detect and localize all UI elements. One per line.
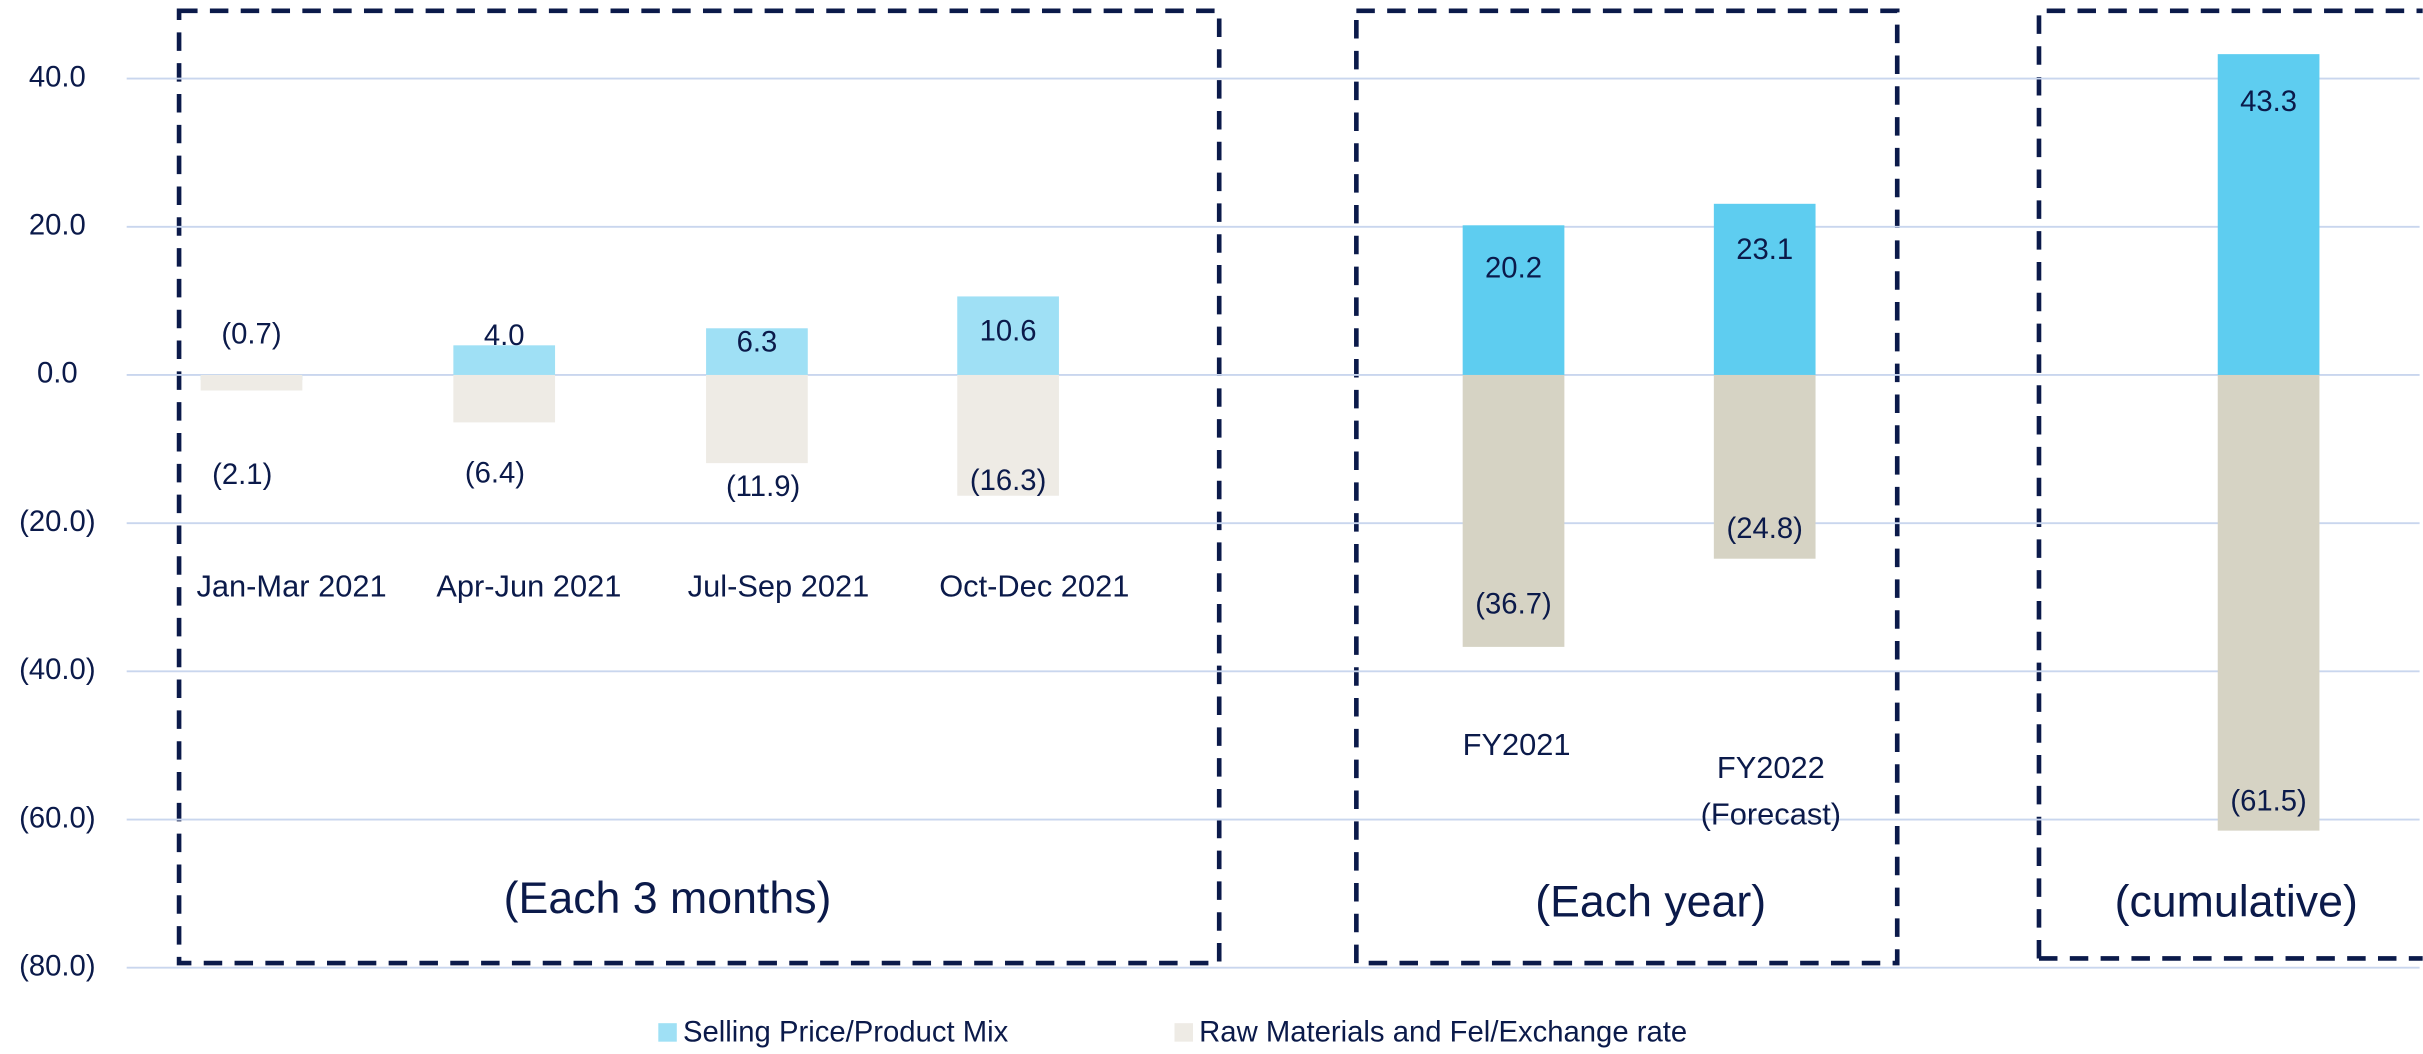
- x-tick-label: Jan-Mar 2021: [196, 570, 387, 605]
- group-annotation: (cumulative): [2115, 877, 2358, 926]
- x-tick-label: Oct-Dec 2021: [939, 570, 1130, 605]
- bar: [957, 374, 1059, 496]
- group-box: [176, 8, 1222, 966]
- y-tick-label: 0.0: [37, 358, 78, 390]
- data-label: (6.4): [465, 457, 525, 489]
- legend-label: Raw Materials and Fel/Exchange rate: [1199, 1017, 1687, 1049]
- y-tick-label: (40.0): [19, 654, 95, 686]
- data-label: (36.7): [1475, 588, 1551, 620]
- data-label: (16.3): [970, 465, 1046, 497]
- bar: [200, 374, 303, 391]
- bar: [706, 328, 808, 375]
- bar: [2217, 54, 2320, 375]
- x-tick-label-box: Jan-Mar 2021: [196, 570, 387, 605]
- data-label: 6.3: [737, 326, 778, 358]
- bar: [1713, 374, 1816, 559]
- data-label: (0.7): [221, 319, 281, 351]
- x-tick-label: Apr-Jun 2021: [436, 570, 622, 605]
- bar: [1462, 374, 1565, 647]
- x-tick-label: Jul-Sep 2021: [687, 570, 870, 605]
- bar: [1713, 203, 1816, 375]
- group-annotation: (Each year): [1535, 877, 1766, 926]
- group-annotation: (Each 3 months): [504, 874, 832, 923]
- data-label: 4.0: [484, 320, 525, 352]
- group-box: [2036, 8, 2423, 961]
- y-tick-label: (80.0): [19, 950, 95, 982]
- group-box: [1354, 8, 1900, 966]
- bar: [2217, 374, 2320, 831]
- x-tick-label-box: FY2021: [1462, 728, 1571, 763]
- y-tick-label: 40.0: [29, 61, 86, 93]
- legend-swatch: [658, 1023, 677, 1042]
- data-label: (11.9): [726, 471, 800, 503]
- x-tick-label-box: FY2022 (Forecast): [1700, 751, 1842, 833]
- bar: [453, 345, 556, 375]
- x-tick-label: FY2022 (Forecast): [1700, 751, 1842, 833]
- x-tick-label: FY2021: [1462, 728, 1571, 763]
- legend-label: Selling Price/Product Mix: [683, 1017, 1009, 1049]
- bar: [453, 374, 556, 423]
- y-tick-label: 20.0: [29, 210, 86, 242]
- bar: [1462, 225, 1565, 375]
- data-label: 43.3: [2240, 86, 2297, 118]
- legend-swatch: [1174, 1023, 1194, 1042]
- data-label: (24.8): [1726, 513, 1802, 545]
- x-tick-label-box: Apr-Jun 2021: [436, 570, 622, 605]
- data-label: (61.5): [2230, 786, 2306, 818]
- x-tick-label-box: Oct-Dec 2021: [939, 570, 1130, 605]
- data-label: (2.1): [212, 459, 272, 491]
- x-tick-label-box: Jul-Sep 2021: [687, 570, 870, 605]
- data-label: 23.1: [1736, 234, 1793, 266]
- y-tick-label: (60.0): [19, 802, 95, 834]
- y-tick-label: (20.0): [19, 506, 95, 538]
- data-label: 20.2: [1485, 252, 1542, 284]
- bar: [957, 296, 1059, 375]
- data-label: 10.6: [980, 316, 1037, 348]
- bar: [706, 374, 808, 464]
